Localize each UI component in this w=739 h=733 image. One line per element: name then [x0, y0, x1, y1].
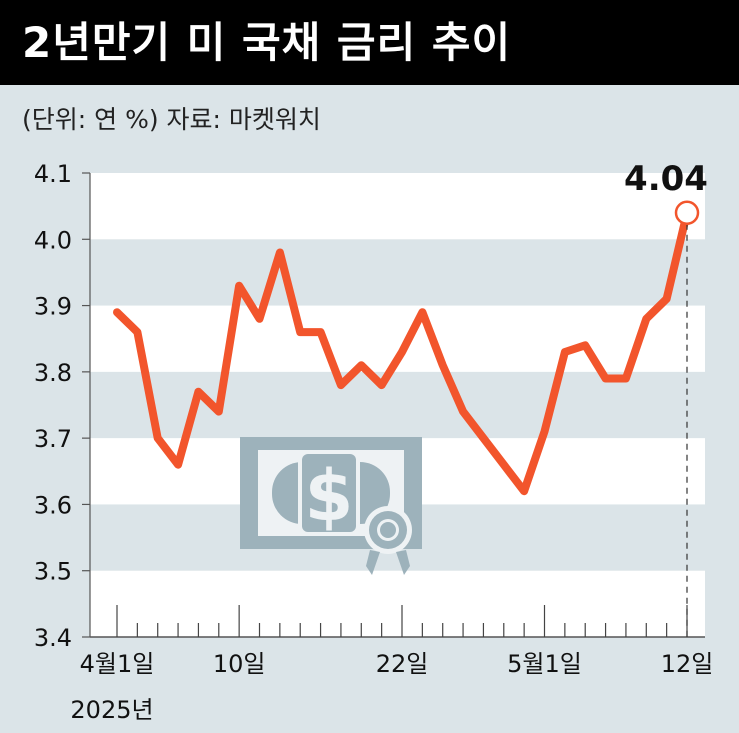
title-bar: 2년만기 미 국채 금리 추이 [0, 0, 739, 85]
y-tick-label: 4.0 [34, 226, 72, 254]
x-tick-label: 12일 [661, 650, 714, 678]
x-tick-label: 5월1일 [507, 650, 582, 678]
chart-subtitle: (단위: 연 %) 자료: 마켓워치 [22, 105, 321, 134]
bill-face-inner [302, 454, 356, 532]
y-tick-label: 3.8 [34, 359, 72, 387]
ribbon-left [366, 550, 380, 575]
x-tick-label: 10일 [213, 650, 266, 678]
y-tick-label: 3.4 [34, 624, 72, 652]
dollar-bill-icon: $ [240, 437, 422, 575]
ribbon-right [396, 550, 410, 575]
x-tick-label: 4월1일 [80, 650, 155, 678]
last-point-marker [674, 200, 700, 226]
series-line [113, 208, 691, 496]
y-tick-label: 3.6 [34, 491, 72, 519]
seal-core [380, 522, 396, 538]
grid-band [90, 570, 705, 637]
y-tick-label: 3.5 [34, 558, 72, 586]
dollar-sign: $ [305, 455, 354, 537]
last-value-label: 4.04 [624, 159, 708, 199]
y-tick-label: 4.1 [34, 160, 72, 188]
grid-band [90, 173, 705, 240]
year-label: 2025년 [70, 696, 153, 724]
y-tick-label: 3.9 [34, 293, 72, 321]
chart-title: 2년만기 미 국채 금리 추이 [22, 18, 512, 67]
x-tick-label: 22일 [376, 650, 429, 678]
y-tick-label: 3.7 [34, 425, 72, 453]
